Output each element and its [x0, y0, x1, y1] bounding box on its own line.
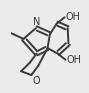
Text: O: O — [33, 76, 40, 86]
Text: N: N — [33, 17, 40, 27]
Text: OH: OH — [66, 55, 81, 65]
Text: OH: OH — [65, 12, 80, 22]
